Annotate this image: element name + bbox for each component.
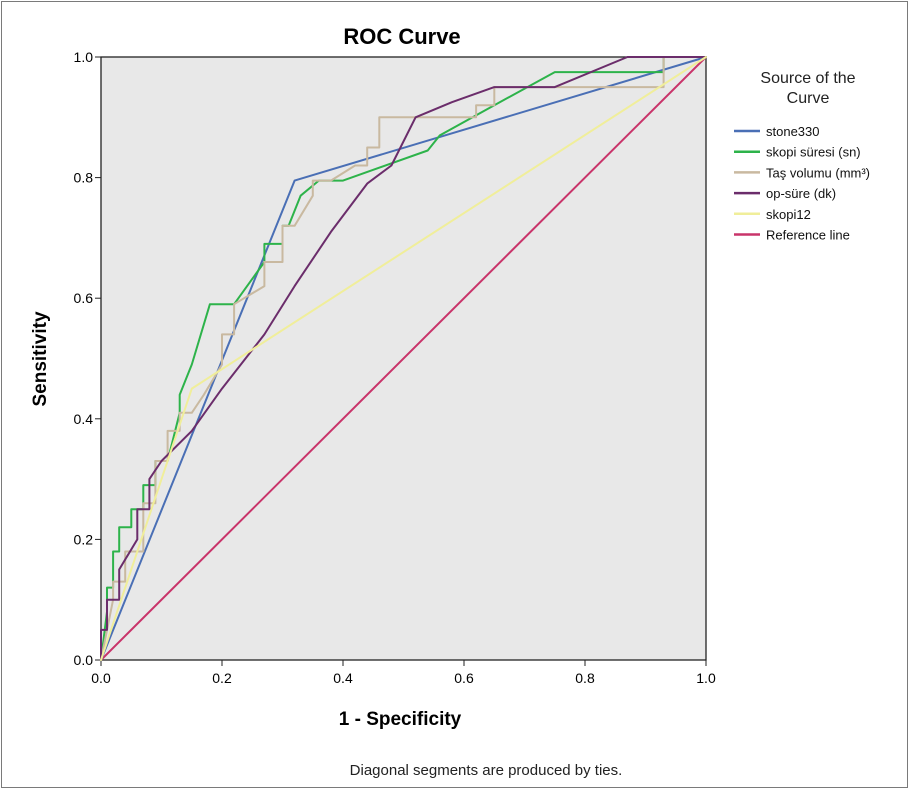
series-line-skopi12 bbox=[100, 56, 707, 661]
series-line-op-s-re-dk bbox=[100, 56, 707, 661]
series-line-skopi-s-resi-sn bbox=[100, 56, 707, 661]
legend-label-reference-line: Reference line bbox=[766, 228, 850, 243]
y-tick-label: 0.0 bbox=[74, 652, 94, 668]
x-tick-label: 0.4 bbox=[333, 670, 353, 686]
y-tick-label: 0.6 bbox=[74, 290, 94, 306]
series-line-reference-line bbox=[100, 56, 707, 661]
y-tick-label: 0.2 bbox=[74, 531, 94, 547]
legend-title: Source of the Curve bbox=[760, 70, 855, 107]
x-axis-label: 1 - Specificity bbox=[339, 709, 462, 730]
footnote: Diagonal segments are produced by ties. bbox=[350, 762, 623, 779]
x-tick-label: 0.2 bbox=[212, 670, 232, 686]
legend-label-skopi-s-resi-sn: skopi süresi (sn) bbox=[766, 145, 861, 160]
chart-title: ROC Curve bbox=[343, 24, 460, 49]
x-tick-label: 1.0 bbox=[696, 670, 716, 686]
series-line-stone330 bbox=[100, 56, 707, 661]
y-tick-label: 1.0 bbox=[74, 49, 94, 65]
legend-label-op-s-re-dk: op-süre (dk) bbox=[766, 186, 836, 201]
legend-label-stone330: stone330 bbox=[766, 124, 820, 139]
x-tick-label: 0.0 bbox=[91, 670, 111, 686]
y-tick-label: 0.4 bbox=[74, 411, 94, 427]
legend-label-ta-volumu-mm: Taş volumu (mm³) bbox=[766, 165, 870, 180]
x-tick-label: 0.6 bbox=[454, 670, 474, 686]
x-tick-label: 0.8 bbox=[575, 670, 595, 686]
y-axis-label: Sensitivity bbox=[30, 311, 51, 406]
legend-label-skopi12: skopi12 bbox=[766, 207, 811, 222]
y-tick-label: 0.8 bbox=[74, 170, 94, 186]
y-axis: 0.0 0.2 0.4 0.6 0.8 1.0 bbox=[74, 49, 101, 668]
legend: stone330 skopi süresi (sn) Taş volumu (mm³… bbox=[734, 124, 870, 243]
series-layer bbox=[100, 56, 707, 661]
x-axis: 0.0 0.2 0.4 0.6 0.8 1.0 bbox=[91, 660, 716, 686]
